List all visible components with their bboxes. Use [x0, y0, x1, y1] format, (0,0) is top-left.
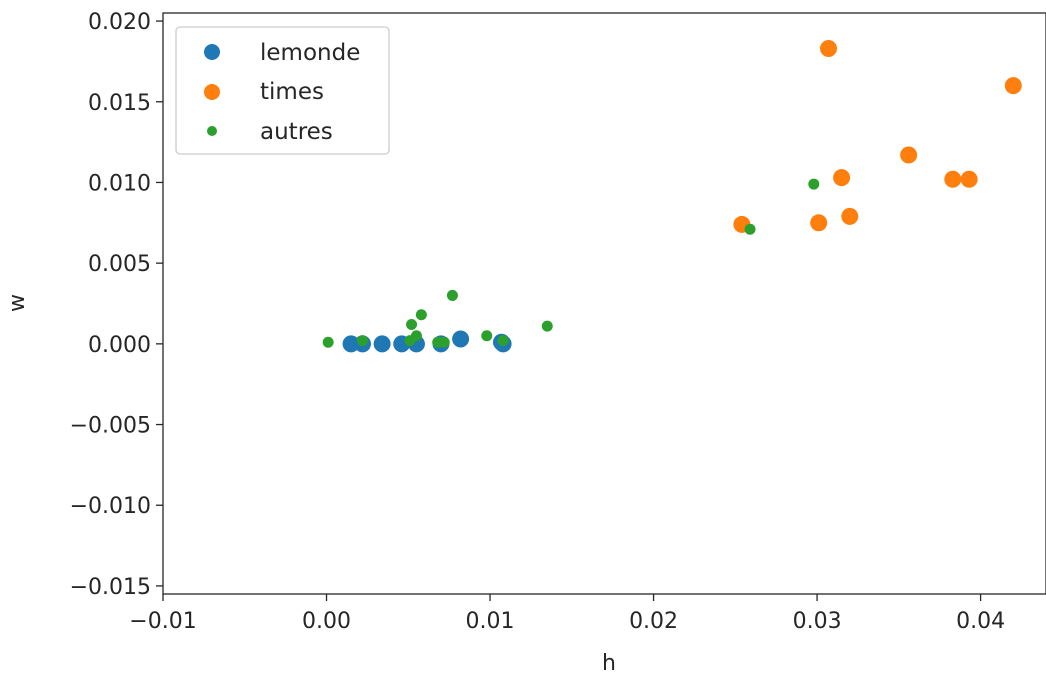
y-tick-label: −0.010 [70, 494, 151, 519]
legend-marker-times [204, 84, 220, 100]
legend-label-times: times [260, 79, 324, 105]
legend-box [175, 26, 390, 155]
legend: lemonde times autres [175, 26, 390, 155]
point-times [944, 170, 962, 188]
x-tick-label: 0.03 [793, 609, 842, 634]
point-autres [497, 335, 509, 347]
point-lemonde [373, 335, 391, 353]
point-autres [744, 223, 756, 235]
y-tick-label: 0.015 [88, 91, 151, 116]
point-times [820, 40, 838, 58]
point-times [833, 169, 851, 187]
points-layer [322, 40, 1022, 353]
x-tick-label: 0.04 [956, 609, 1005, 634]
x-tick-label: 0.00 [302, 609, 351, 634]
point-lemonde [452, 330, 470, 348]
point-autres [808, 178, 820, 190]
y-tick-label: 0.000 [88, 333, 151, 358]
y-tick-label: 0.020 [88, 10, 151, 35]
y-tick-label: 0.005 [88, 252, 151, 277]
point-times [810, 214, 828, 232]
point-autres [481, 330, 493, 342]
x-axis: −0.01 0.00 0.01 0.02 0.03 0.04 [129, 594, 1005, 634]
y-tick-label: −0.005 [70, 414, 151, 439]
point-times [900, 146, 918, 164]
point-autres [541, 320, 553, 332]
point-times [1004, 77, 1022, 95]
point-autres [356, 335, 368, 347]
x-tick-label: −0.01 [129, 609, 196, 634]
point-times [841, 207, 859, 225]
x-axis-label: h [602, 651, 616, 675]
x-tick-label: 0.02 [629, 609, 678, 634]
x-tick-label: 0.01 [466, 609, 515, 634]
legend-label-autres: autres [260, 119, 333, 145]
plot-frame [162, 12, 1046, 595]
legend-marker-lemonde [204, 44, 220, 60]
point-autres [446, 289, 458, 301]
y-tick-label: −0.015 [70, 575, 151, 600]
point-times [960, 170, 978, 188]
y-axis: −0.015 −0.010 −0.005 0.000 0.005 0.010 0.015 0.… [70, 10, 163, 600]
point-autres [322, 336, 334, 348]
point-autres [415, 309, 427, 321]
legend-label-lemonde: lemonde [260, 40, 360, 66]
legend-marker-autres [207, 126, 217, 136]
point-autres [406, 318, 418, 330]
point-autres [410, 330, 422, 342]
point-autres [438, 336, 450, 348]
y-axis-label: w [5, 294, 30, 312]
y-tick-label: 0.010 [88, 171, 151, 196]
